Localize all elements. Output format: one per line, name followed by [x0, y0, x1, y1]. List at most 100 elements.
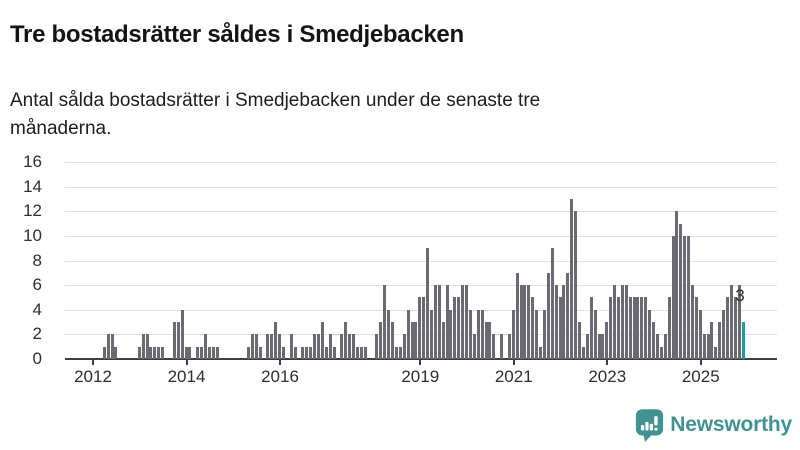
bar	[605, 322, 609, 359]
gridline	[65, 211, 777, 213]
bar	[398, 346, 402, 359]
bar	[737, 285, 741, 359]
bar	[363, 346, 367, 359]
bar	[274, 322, 278, 359]
y-axis-tick-label: 0	[32, 349, 42, 368]
x-axis-tick	[512, 360, 515, 365]
bar	[254, 334, 258, 359]
bar	[137, 346, 141, 359]
bar	[433, 285, 437, 359]
bar	[679, 223, 683, 359]
bar	[457, 297, 461, 359]
bar	[406, 309, 410, 360]
bar	[391, 322, 394, 359]
bar	[375, 334, 379, 359]
gridline	[65, 235, 777, 237]
bar	[714, 346, 718, 359]
bar	[484, 322, 488, 359]
bar	[683, 235, 687, 359]
bar	[317, 334, 320, 359]
x-axis-tick	[606, 360, 609, 365]
bar	[601, 334, 605, 359]
bar	[305, 346, 309, 359]
gridline	[65, 162, 777, 163]
bar	[589, 297, 593, 359]
y-axis-tick-label: 2	[32, 324, 42, 344]
x-axis-tick	[92, 360, 94, 365]
bar	[550, 248, 554, 359]
gridline	[65, 186, 777, 188]
bar	[441, 322, 445, 359]
y-axis-tick-label: 8	[32, 250, 42, 270]
bar	[636, 297, 640, 359]
bar	[184, 346, 188, 359]
bar	[531, 297, 535, 359]
bar	[718, 322, 722, 359]
bar	[426, 248, 429, 359]
bar	[215, 346, 219, 359]
bar	[157, 346, 161, 359]
x-axis-tick-label: 2019	[401, 367, 440, 386]
gridline	[65, 285, 777, 287]
bar	[655, 334, 659, 359]
bar	[566, 272, 570, 359]
bar	[266, 334, 270, 359]
bar	[383, 285, 387, 359]
bar	[270, 334, 274, 359]
bar	[437, 285, 441, 359]
bar	[301, 346, 305, 359]
bar	[402, 334, 406, 359]
newsworthy-logo: Newsworthy	[635, 407, 792, 443]
bar	[309, 346, 313, 359]
bar	[332, 346, 336, 359]
bar	[476, 309, 480, 360]
bar	[574, 211, 578, 360]
bar	[355, 346, 359, 359]
y-axis-tick-label: 10	[23, 225, 42, 245]
bar	[468, 309, 472, 360]
bar-value-label: 3	[735, 286, 745, 305]
chart-subtitle: Antal sålda bostadsrätter i Smedjebacken…	[10, 87, 750, 143]
bar	[348, 334, 352, 359]
x-axis-tick-label: 2023	[588, 367, 627, 386]
bar	[546, 272, 550, 359]
y-axis-tick-label: 12	[23, 201, 42, 221]
bar	[726, 297, 729, 359]
bar	[500, 334, 504, 359]
bar	[246, 346, 250, 359]
x-axis-tick-label: 2016	[261, 367, 299, 386]
bar	[710, 322, 714, 359]
bar	[352, 334, 355, 359]
bar	[523, 285, 527, 359]
x-axis-tick	[699, 360, 702, 365]
bar	[578, 322, 581, 359]
bar	[172, 322, 176, 359]
bar	[379, 322, 383, 359]
bar	[176, 322, 180, 359]
bar	[698, 309, 702, 360]
bar	[729, 285, 733, 359]
bar	[593, 309, 597, 360]
bar	[149, 346, 153, 359]
bar	[632, 297, 636, 359]
subtitle-line-1: Antal sålda bostadsrätter i Smedjebacken…	[10, 90, 541, 111]
bar	[597, 334, 601, 359]
bar	[387, 309, 391, 360]
bar	[258, 346, 262, 359]
bar	[667, 297, 671, 359]
bar	[106, 334, 110, 359]
bar	[250, 334, 254, 359]
bar	[429, 309, 433, 360]
bar	[359, 346, 363, 359]
page-title: Tre bostadsrätter såldes i Smedjebacken	[10, 21, 464, 49]
y-axis-tick-label: 16	[23, 152, 42, 171]
bar	[515, 272, 519, 359]
bar	[320, 322, 324, 359]
bar	[581, 346, 585, 359]
bar	[702, 334, 706, 359]
bar	[507, 334, 511, 359]
bar	[675, 211, 679, 360]
bar	[418, 297, 422, 359]
bar	[535, 309, 539, 360]
bar	[644, 297, 648, 359]
